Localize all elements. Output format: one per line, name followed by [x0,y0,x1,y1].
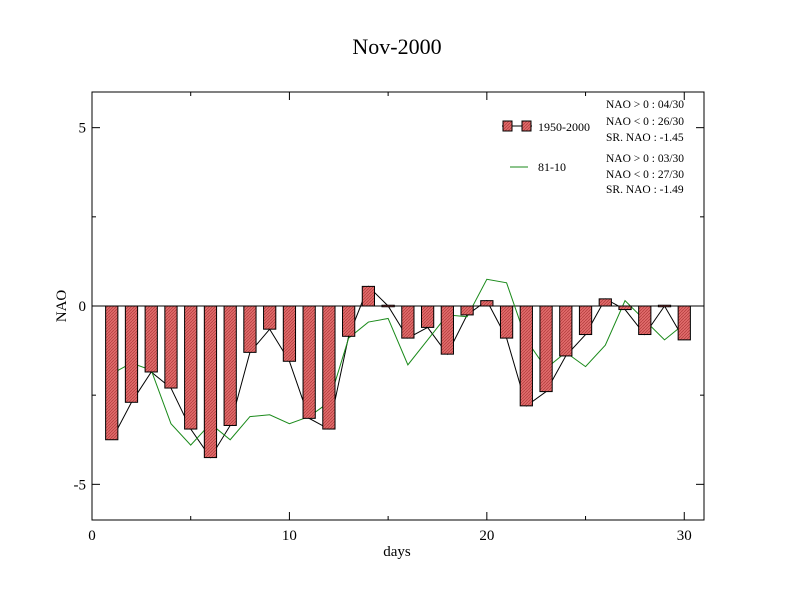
x-tick-label: 30 [677,528,692,544]
bar-day-14 [361,285,376,307]
x-tick-label: 0 [88,528,96,544]
bar-day-6 [203,305,218,459]
bar-day-1 [105,305,119,441]
legend-label-81-10: 81-10 [538,160,566,174]
bar-day-25 [578,305,593,336]
x-tick-label: 20 [479,528,494,544]
bar-day-22 [519,305,533,407]
bars-layer [105,285,691,459]
line-series-81-10 [111,278,685,446]
y-tick-label: -5 [74,477,87,493]
bar-day-23 [539,305,553,393]
bar-day-16 [401,305,415,339]
bar-day-2 [124,305,139,403]
bar-day-12 [322,305,336,430]
bar-day-5 [184,305,198,430]
bar-day-20 [480,300,494,307]
bar-day-10 [282,305,297,362]
bar-day-8 [243,305,257,353]
bar-day-17 [420,305,435,328]
bar-day-30 [677,305,691,341]
bar-day-29 [657,304,672,308]
stat-1950-2000-0: NAO > 0 : 04/30 [606,99,684,111]
bar-day-24 [559,305,573,357]
bar-day-15 [381,304,395,308]
axes-layer: 0 10 20 30 -5 0 5 [74,91,705,544]
y-axis-label: NAO [54,290,70,323]
stat-1950-2000-2: SR. NAO : -1.45 [606,132,684,144]
y-tick-label: 0 [79,299,87,315]
bar-day-18 [440,305,454,355]
legend-label-1950-2000: 1950-2000 [538,120,590,134]
stat-81-10-0: NAO > 0 : 03/30 [606,153,684,165]
x-axis-label: days [383,544,411,560]
bar-day-21 [499,305,514,339]
legend-bar-swatch [502,120,513,132]
bar-day-11 [302,305,316,419]
bar-day-7 [223,305,237,426]
bar-series-connector-line [111,285,685,459]
stat-81-10-1: NAO < 0 : 27/30 [606,169,684,181]
bar-day-13 [342,305,356,337]
bar-day-9 [263,305,277,330]
x-tick-label: 10 [282,528,297,544]
bar-day-3 [144,305,158,373]
legend: 1950-2000 81-10 NAO > 0 : 04/30 NAO < 0 : 2… [502,99,684,196]
legend-bar-swatch [521,120,532,132]
bar-day-4 [164,305,178,389]
chart-title: Nov-2000 [352,34,441,59]
bar-day-19 [460,305,474,316]
stat-81-10-2: SR. NAO : -1.49 [606,184,684,196]
stat-1950-2000-1: NAO < 0 : 26/30 [606,116,684,128]
bar-day-27 [618,305,632,311]
bar-day-28 [638,305,652,336]
bar-day-26 [598,298,612,307]
y-tick-label: 5 [79,121,87,137]
